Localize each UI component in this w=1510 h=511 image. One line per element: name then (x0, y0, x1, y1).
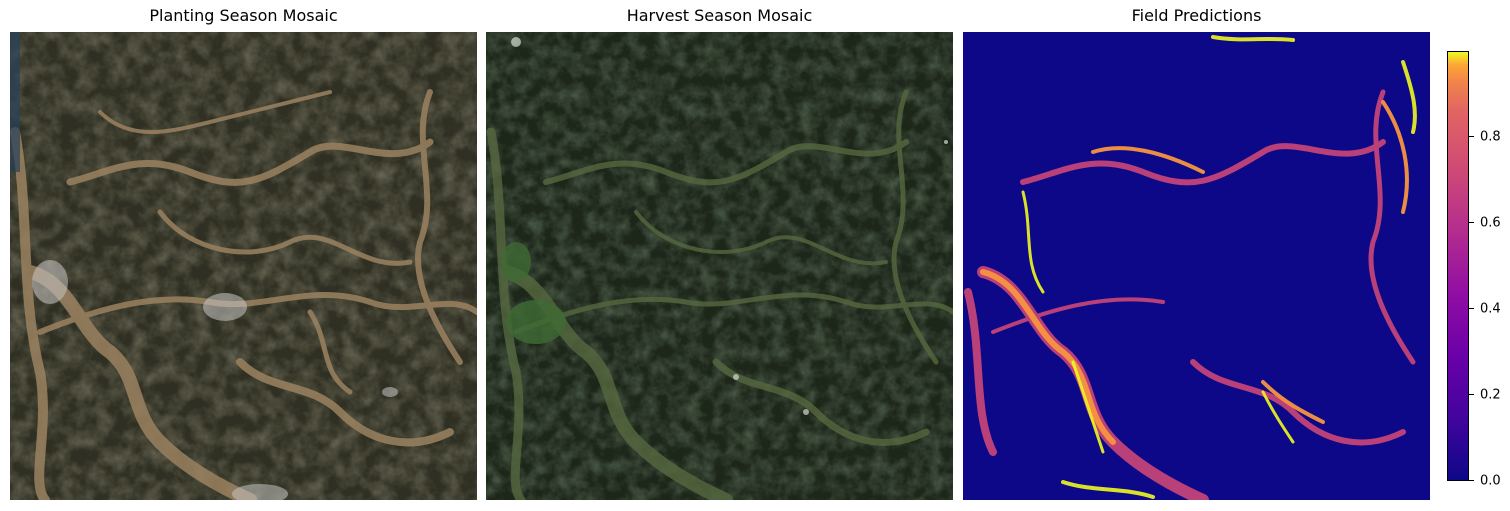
colorbar-tick-mark (1469, 394, 1474, 395)
colorbar-tick-mark (1469, 480, 1474, 481)
colorbar-tick-mark (1469, 222, 1474, 223)
colorbar-tick-mark (1469, 308, 1474, 309)
colorbar-tick-label: 0.0 (1480, 473, 1501, 489)
planting-title: Planting Season Mosaic (149, 6, 338, 25)
harvest-title: Harvest Season Mosaic (626, 6, 813, 25)
planting-season-image (10, 32, 477, 500)
colorbar-tick-label: 0.2 (1480, 387, 1501, 403)
harvest-season-image (486, 32, 953, 500)
colorbar (1447, 51, 1469, 481)
colorbar-tick-label: 0.4 (1480, 301, 1501, 317)
colorbar-tick-mark (1469, 136, 1474, 137)
predictions-title: Field Predictions (1131, 6, 1262, 25)
field-predictions-image (963, 32, 1430, 500)
colorbar-tick-label: 0.8 (1480, 129, 1501, 145)
colorbar-tick-label: 0.6 (1480, 215, 1501, 231)
